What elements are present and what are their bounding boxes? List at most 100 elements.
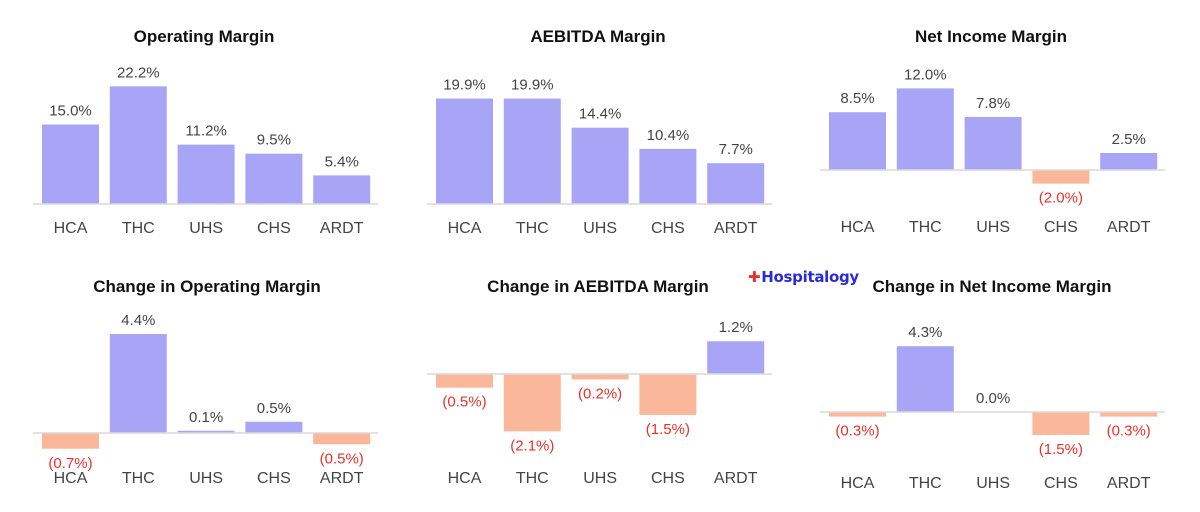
data-label: (0.2%)	[578, 385, 622, 402]
tick-label: ARDT	[1107, 219, 1151, 236]
bar	[1032, 170, 1090, 184]
tick-label: CHS	[1044, 219, 1078, 236]
brand-logo: ✚Hospitalogy	[748, 268, 859, 290]
bar	[436, 374, 493, 388]
data-label: 0.0%	[976, 390, 1010, 407]
bar	[829, 112, 886, 170]
data-label: (1.5%)	[1039, 441, 1083, 458]
tick-label: THC	[516, 220, 549, 237]
tick-label: CHS	[1044, 475, 1078, 492]
bar	[177, 144, 235, 204]
data-label: (0.7%)	[48, 455, 92, 472]
data-label: 19.9%	[511, 77, 554, 94]
bar	[436, 98, 493, 204]
data-label: (1.5%)	[646, 421, 690, 438]
data-label: (2.1%)	[510, 437, 554, 454]
data-label: (0.5%)	[442, 394, 486, 411]
data-label: (2.0%)	[1039, 190, 1083, 207]
bar	[639, 148, 697, 204]
plus-icon: ✚	[748, 268, 761, 286]
bar	[896, 88, 954, 170]
bar	[42, 124, 99, 204]
data-label: 14.4%	[579, 106, 622, 123]
tick-label: UHS	[189, 220, 223, 237]
bar	[313, 433, 371, 445]
bar	[245, 153, 303, 204]
tick-label: THC	[909, 475, 942, 492]
tick-label: ARDT	[320, 220, 364, 237]
data-label: 5.4%	[325, 153, 359, 170]
data-label: 8.5%	[840, 90, 874, 107]
chart-title: Change in Net Income Margin	[873, 277, 1112, 296]
bar	[707, 341, 765, 374]
data-label: 4.4%	[121, 312, 155, 329]
data-label: 2.5%	[1112, 131, 1146, 148]
data-label: 15.0%	[49, 103, 92, 120]
bar	[829, 412, 886, 417]
tick-label: HCA	[841, 219, 875, 236]
data-label: 0.5%	[257, 400, 291, 417]
tick-label: ARDT	[714, 470, 758, 487]
chart-panel: Change in Net Income Margin (0.3%) HCA 4.3%…	[820, 277, 1165, 492]
data-label: 1.2%	[719, 319, 753, 336]
bar	[503, 374, 561, 432]
chart-panel: AEBITDA Margin 19.9% HCA 19.9% THC 14.4% UHS 10…	[427, 27, 772, 237]
bar	[109, 86, 167, 204]
tick-label: THC	[122, 470, 155, 487]
tick-label: CHS	[651, 220, 685, 237]
tick-label: HCA	[54, 220, 88, 237]
chart-panel: Change in Operating Margin (0.7%)HCA 4.4% T…	[33, 277, 378, 487]
data-label: 7.8%	[976, 95, 1010, 112]
data-label: 19.9%	[443, 77, 486, 94]
data-label: 0.1%	[189, 409, 223, 426]
data-label: 4.3%	[908, 324, 942, 341]
data-label: 10.4%	[647, 127, 690, 144]
tick-label: HCA	[448, 470, 482, 487]
bar	[639, 374, 697, 415]
tick-label: ARDT	[714, 220, 758, 237]
tick-label: HCA	[841, 475, 875, 492]
bar	[109, 334, 167, 433]
chart-panel: Operating Margin 15.0% HCA 22.2% THC 11.2% UHS…	[33, 27, 378, 237]
data-label: 22.2%	[117, 64, 160, 81]
bar	[1100, 412, 1158, 417]
tick-label: CHS	[257, 470, 291, 487]
tick-label: CHS	[257, 220, 291, 237]
tick-label: UHS	[976, 219, 1010, 236]
bar	[1032, 412, 1090, 435]
brand-name: Hospitalogy	[761, 268, 859, 286]
tick-label: THC	[122, 220, 155, 237]
data-label: 12.0%	[904, 66, 947, 83]
data-label: 11.2%	[185, 123, 226, 140]
chart-title: Change in AEBITDA Margin	[487, 277, 709, 296]
data-label: (0.5%)	[320, 450, 364, 467]
bar	[1100, 153, 1158, 170]
bar	[503, 98, 561, 204]
bar	[707, 163, 765, 204]
tick-label: HCA	[54, 470, 88, 487]
data-label: 9.5%	[257, 132, 291, 149]
tick-label: ARDT	[1107, 475, 1151, 492]
bar	[964, 116, 1022, 170]
bar	[245, 421, 303, 433]
data-label: (0.3%)	[1107, 423, 1151, 440]
chart-panel: Net Income Margin 8.5% HCA 12.0% THC 7.8% UHS (…	[820, 27, 1165, 236]
bar	[42, 433, 99, 449]
chart-title: Change in Operating Margin	[93, 277, 321, 296]
tick-label: CHS	[651, 470, 685, 487]
chart-title: Net Income Margin	[915, 27, 1067, 46]
tick-label: UHS	[583, 220, 617, 237]
chart-panel: Change in AEBITDA Margin (0.5%) HCA (2.1%) T…	[427, 277, 772, 487]
tick-label: UHS	[976, 475, 1010, 492]
data-label: 7.7%	[719, 141, 753, 158]
tick-label: HCA	[448, 220, 482, 237]
bar	[896, 346, 954, 412]
bar	[571, 127, 629, 204]
chart-title: Operating Margin	[134, 27, 275, 46]
chart-title: AEBITDA Margin	[530, 27, 665, 46]
data-label: (0.3%)	[835, 423, 879, 440]
tick-label: UHS	[583, 470, 617, 487]
bar	[177, 430, 235, 433]
bar	[313, 175, 371, 204]
